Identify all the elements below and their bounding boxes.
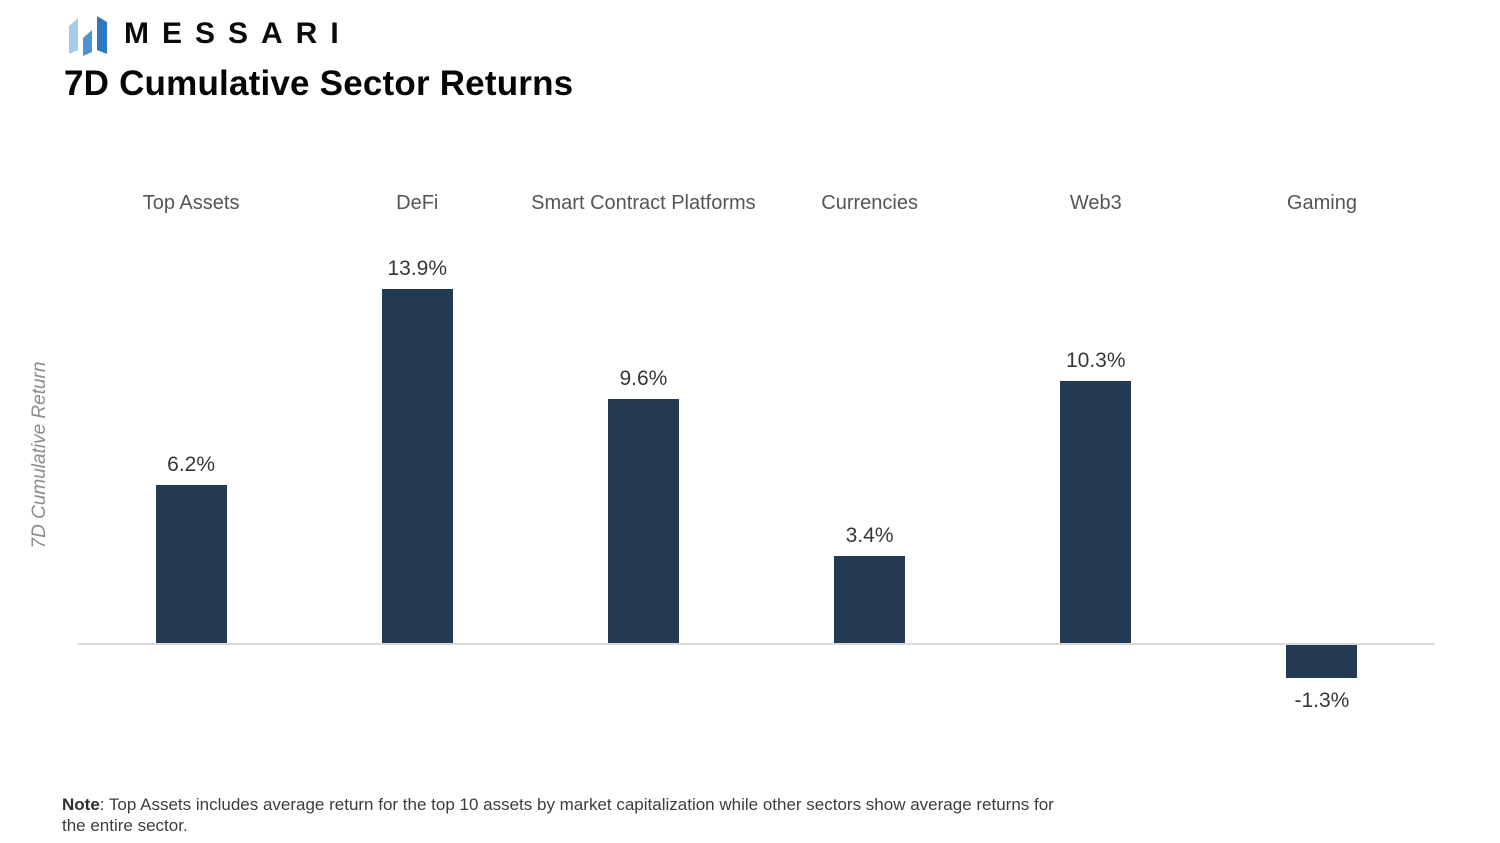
bar (1286, 645, 1358, 678)
x-axis-line (78, 643, 1435, 645)
category-label: Smart Contract Platforms (531, 192, 756, 214)
page-title: 7D Cumulative Sector Returns (64, 64, 574, 103)
value-label: 13.9% (387, 257, 448, 280)
logo-middle-bar (83, 30, 92, 56)
logo-right-bar (97, 16, 107, 54)
footnote: Note: Top Assets includes average return… (62, 794, 1054, 836)
brand-name: MESSARI (124, 17, 352, 50)
value-label: 3.4% (845, 524, 894, 547)
category-row: Top Assets DeFi Smart Contract Platforms Cu… (78, 140, 1435, 230)
category-label: DeFi (396, 192, 439, 214)
category-label: Top Assets (142, 192, 240, 214)
value-label: 10.3% (1065, 349, 1126, 372)
bar (834, 556, 906, 643)
bar (381, 289, 453, 643)
messari-logo-icon (69, 16, 107, 56)
value-label: 6.2% (167, 453, 216, 476)
bar (607, 399, 679, 643)
value-label: 9.6% (619, 367, 668, 390)
brand-header: MESSARI (64, 12, 352, 56)
footnote-text: : Top Assets includes average return for… (62, 795, 1054, 835)
value-label: -1.3% (1294, 689, 1350, 712)
bar (1060, 381, 1132, 643)
footnote-label: Note (62, 795, 100, 814)
bar-chart: Top Assets DeFi Smart Contract Platforms Cu… (78, 140, 1435, 780)
category-label: Currencies (821, 192, 918, 214)
bar (155, 485, 227, 643)
logo-left-bar (69, 18, 78, 54)
category-label: Gaming (1286, 192, 1357, 214)
category-label: Web3 (1069, 192, 1122, 214)
plot-area: 6.2% 13.9% 9.6% 3.4% 10.3% -1.3% (78, 230, 1435, 780)
y-axis-label: 7D Cumulative Return (29, 361, 50, 549)
